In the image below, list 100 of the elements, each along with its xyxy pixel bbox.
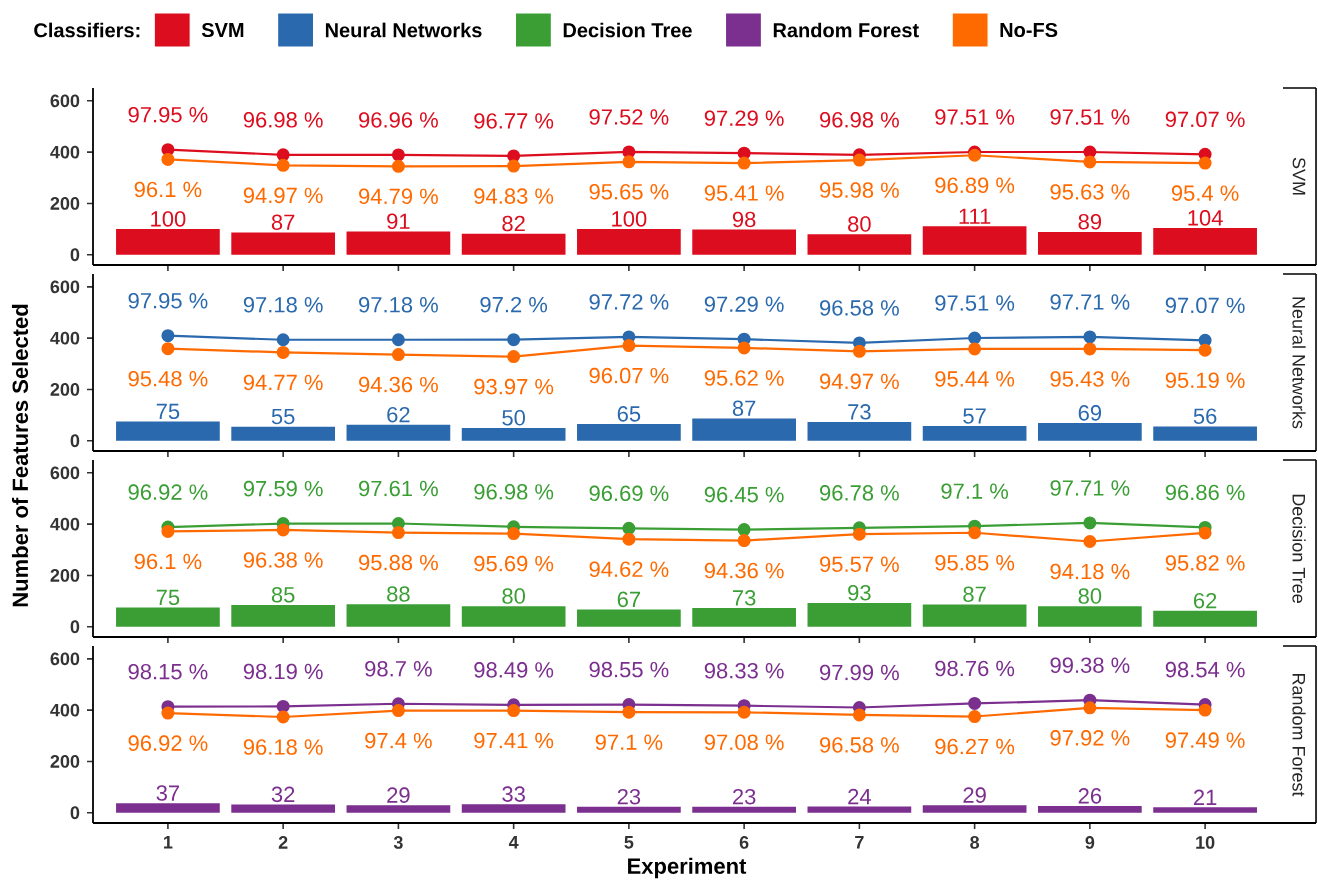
data-label: 23 [617, 788, 641, 805]
data-label: 96.1 % [134, 553, 202, 570]
data-label: 97.07 % [1165, 297, 1245, 314]
data-label: 97.51 % [1050, 109, 1130, 125]
x-tick-label: 5 [624, 836, 634, 849]
data-label: 94.83 % [474, 188, 554, 204]
data-label: 62 [387, 406, 410, 423]
y-tick-label: 600 [50, 94, 80, 108]
data-label: 94.97 % [820, 373, 899, 390]
legend-label: Random Forest [773, 22, 919, 38]
y-tick-label: 0 [70, 806, 80, 820]
data-label: 95.44 % [935, 371, 1015, 387]
y-tick-label: 0 [70, 434, 80, 448]
text: Neural Networks [1292, 297, 1306, 429]
data-label: 93 [848, 584, 871, 601]
data-label: 95.41 % [704, 185, 784, 201]
y-tick-label: 600 [50, 280, 80, 294]
data-label: 97.29 % [704, 296, 784, 312]
y-tick-label: 0 [70, 620, 80, 634]
data-label: 95.48 % [128, 370, 208, 387]
text: Decision Tree [1292, 494, 1306, 603]
data-label: 73 [848, 404, 871, 420]
data-label: 96.98 % [243, 112, 323, 128]
data-label: 97.08 % [704, 734, 784, 751]
y-axis-title: Number of Features Selected [11, 304, 29, 607]
y-tick-label: 200 [50, 383, 80, 396]
data-label: 87 [271, 214, 295, 231]
data-label: 95.43 % [1050, 371, 1130, 387]
data-label: 94.18 % [1050, 563, 1130, 580]
y-tick-label: 400 [50, 331, 80, 345]
data-label: 97.99 % [820, 664, 899, 681]
data-label: 62 [1194, 592, 1217, 609]
data-label: 69 [1078, 405, 1102, 421]
data-label: 97.92 % [1050, 730, 1130, 746]
legend-label: SVM [201, 22, 244, 38]
data-label: 85 [271, 586, 295, 603]
data-label: 96.38 % [243, 552, 323, 568]
y-tick-label: 600 [50, 466, 80, 480]
data-label: 98.54 % [1165, 661, 1245, 678]
data-label: 96.58 % [820, 737, 899, 753]
data-label: 99.38 % [1050, 657, 1130, 673]
data-label: 94.77 % [243, 374, 323, 391]
data-label: 100 [612, 211, 647, 227]
data-label: 97.07 % [1165, 111, 1245, 128]
x-tick-label: 1 [164, 836, 173, 849]
data-label: 24 [848, 788, 871, 805]
data-label: 97.4 % [365, 732, 432, 749]
data-label: 93.97 % [474, 378, 554, 395]
data-label: 98 [732, 211, 756, 228]
data-label: 96.96 % [359, 112, 438, 128]
data-label: 87 [963, 586, 986, 603]
data-label: 80 [1078, 588, 1102, 604]
data-label: 23 [732, 788, 756, 805]
data-label: 96.18 % [243, 739, 323, 755]
data-label: 96.92 % [128, 484, 208, 500]
y-tick-label: 400 [50, 703, 80, 717]
data-label: 96.27 % [935, 738, 1015, 755]
data-label: 32 [271, 786, 295, 803]
data-label: 96.69 % [589, 485, 669, 502]
data-label: 87 [732, 400, 756, 417]
data-label: 97.61 % [359, 480, 438, 497]
data-label: 98.7 % [365, 661, 432, 677]
data-label: 94.36 % [704, 562, 784, 579]
data-label: 95.62 % [704, 370, 784, 386]
data-label: 95.88 % [359, 554, 438, 571]
data-label: 94.97 % [243, 187, 323, 204]
data-label: 96.07 % [589, 367, 669, 384]
data-label: 65 [617, 406, 641, 422]
data-label: 97.72 % [589, 294, 669, 310]
data-label: 96.98 % [474, 484, 554, 500]
x-tick-label: 3 [393, 836, 403, 849]
data-label: 95.98 % [820, 182, 899, 198]
data-label: 95.65 % [589, 184, 669, 200]
data-label: 98.15 % [128, 663, 208, 680]
data-label: 95.85 % [935, 554, 1015, 571]
y-tick-label: 200 [50, 569, 80, 582]
data-label: 97.95 % [128, 292, 208, 309]
data-label: 94.79 % [359, 188, 438, 205]
data-label: 80 [502, 588, 525, 604]
data-label: 96.1 % [134, 181, 202, 198]
data-label: 96.78 % [820, 485, 899, 501]
x-tick-label: 8 [970, 836, 980, 849]
y-tick-label: 400 [50, 517, 80, 531]
data-label: 97.29 % [704, 110, 784, 126]
x-tick-label: 10 [1196, 836, 1215, 849]
data-label: 37 [156, 785, 180, 801]
data-label: 55 [271, 408, 295, 425]
data-label: 104 [1188, 210, 1223, 226]
data-label: 98.55 % [589, 661, 669, 678]
data-label: 98.76 % [935, 660, 1015, 677]
data-label: 96.86 % [1165, 484, 1245, 501]
legend-label: No-FS [1000, 22, 1058, 38]
data-label: 75 [156, 403, 180, 420]
data-label: 97.52 % [589, 109, 669, 125]
data-label: 97.18 % [359, 296, 438, 313]
data-label: 97.1 % [595, 734, 663, 750]
data-label: 89 [1078, 213, 1102, 230]
data-label: 97.71 % [1050, 294, 1130, 310]
data-label: 98.19 % [243, 663, 323, 680]
data-label: 95.69 % [474, 555, 554, 572]
